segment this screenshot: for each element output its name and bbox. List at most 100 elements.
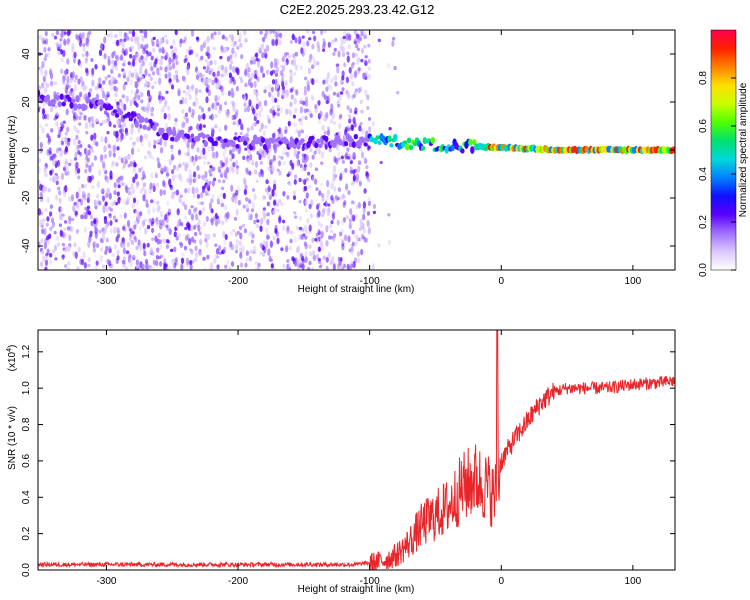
heat-cell xyxy=(243,188,247,196)
heat-cell xyxy=(186,141,190,148)
heat-signal-cell xyxy=(55,95,60,101)
heat-cell xyxy=(126,250,130,255)
heat-cell xyxy=(125,131,129,137)
heat-cell xyxy=(216,102,220,106)
heat-cell xyxy=(108,192,112,200)
heat-cell xyxy=(308,203,312,210)
heat-cell xyxy=(262,130,266,137)
heat-cell xyxy=(132,141,136,145)
heat-cell xyxy=(282,160,286,166)
heat-cell xyxy=(56,92,60,96)
heat-cell xyxy=(129,99,133,107)
heat-cell xyxy=(74,151,78,158)
heat-cell xyxy=(88,165,92,173)
heat-cell xyxy=(87,210,92,216)
heat-cell xyxy=(363,59,368,67)
heat-cell xyxy=(219,55,223,60)
heat-cell xyxy=(99,254,103,263)
heat-cell xyxy=(180,257,185,264)
heat-cell xyxy=(232,43,236,47)
heat-cell xyxy=(79,111,83,116)
heat-cell xyxy=(120,128,124,133)
heat-cell xyxy=(41,126,45,134)
heat-cell xyxy=(233,216,238,221)
x-tick-label: 0 xyxy=(498,576,504,587)
heat-cell xyxy=(174,119,178,127)
heat-cell xyxy=(299,262,303,269)
heat-cell xyxy=(341,51,346,58)
heat-cell xyxy=(64,170,68,176)
heat-cell xyxy=(83,183,87,189)
heat-cell xyxy=(103,153,108,160)
heat-cell xyxy=(83,114,87,121)
heat-cell xyxy=(53,117,57,121)
heat-cell xyxy=(135,72,139,80)
heat-cell xyxy=(120,106,124,111)
heat-cell xyxy=(114,92,118,98)
heat-cell xyxy=(78,39,82,47)
heat-cell xyxy=(77,140,81,145)
heat-signal-cell xyxy=(375,135,380,140)
heat-cell xyxy=(145,133,149,141)
heat-cell xyxy=(171,169,175,175)
heat-cell xyxy=(69,76,73,84)
heat-signal-cell xyxy=(69,101,74,109)
heat-cell xyxy=(245,256,249,263)
heat-cell xyxy=(270,159,274,164)
heat-cell xyxy=(303,85,307,92)
heat-cell xyxy=(217,179,221,183)
heat-cell xyxy=(96,243,100,249)
heat-cell xyxy=(173,246,177,253)
heat-signal-cell xyxy=(59,93,64,100)
heat-cell xyxy=(333,47,337,52)
heat-cell xyxy=(348,142,353,148)
heat-cell xyxy=(180,222,184,227)
heat-cell xyxy=(153,139,157,145)
heat-cell xyxy=(46,133,50,139)
heat-cell xyxy=(350,213,354,219)
heat-cell xyxy=(63,70,67,75)
heat-cell xyxy=(59,38,63,42)
heat-cell xyxy=(242,95,247,101)
heat-cell xyxy=(299,216,303,221)
heat-cell xyxy=(114,244,118,250)
heat-cell xyxy=(88,122,92,128)
heat-cell xyxy=(86,32,90,39)
heat-cell xyxy=(178,173,182,181)
heat-cell xyxy=(53,156,57,165)
heat-cell xyxy=(345,183,349,191)
heat-cell xyxy=(342,202,346,208)
heat-cell xyxy=(62,80,66,85)
heat-cell xyxy=(61,242,65,247)
heat-cell xyxy=(240,123,244,131)
heat-cell xyxy=(345,76,349,84)
heat-cell xyxy=(113,190,117,196)
heat-cell xyxy=(128,70,132,78)
heat-cell xyxy=(286,194,290,200)
heat-cell xyxy=(346,124,350,132)
heat-cell xyxy=(85,67,89,74)
heat-cell xyxy=(40,238,44,244)
heat-cell xyxy=(170,248,174,253)
heat-cell xyxy=(230,100,234,104)
heat-cell xyxy=(238,38,242,43)
heat-cell xyxy=(64,158,68,166)
heat-cell xyxy=(214,219,219,227)
heat-cell xyxy=(260,106,264,112)
heat-cell xyxy=(106,91,110,96)
heat-cell xyxy=(340,41,344,45)
heat-cell xyxy=(321,213,325,218)
snr-panel: -300 -200 -100 0 100 0.00.20.40.60.81.01.2 H… xyxy=(6,329,676,595)
heat-cell xyxy=(103,36,107,44)
heat-cell xyxy=(267,248,271,256)
heat-cell xyxy=(372,210,376,215)
heat-cell xyxy=(340,91,344,95)
heat-cell xyxy=(175,60,179,66)
heat-cell xyxy=(198,105,202,110)
heat-cell xyxy=(339,196,343,201)
heat-cell xyxy=(182,39,186,44)
y-tick-label: 0.6 xyxy=(21,454,32,468)
heat-cell xyxy=(58,197,62,204)
heat-cell xyxy=(304,76,308,81)
heat-cell xyxy=(165,171,170,178)
